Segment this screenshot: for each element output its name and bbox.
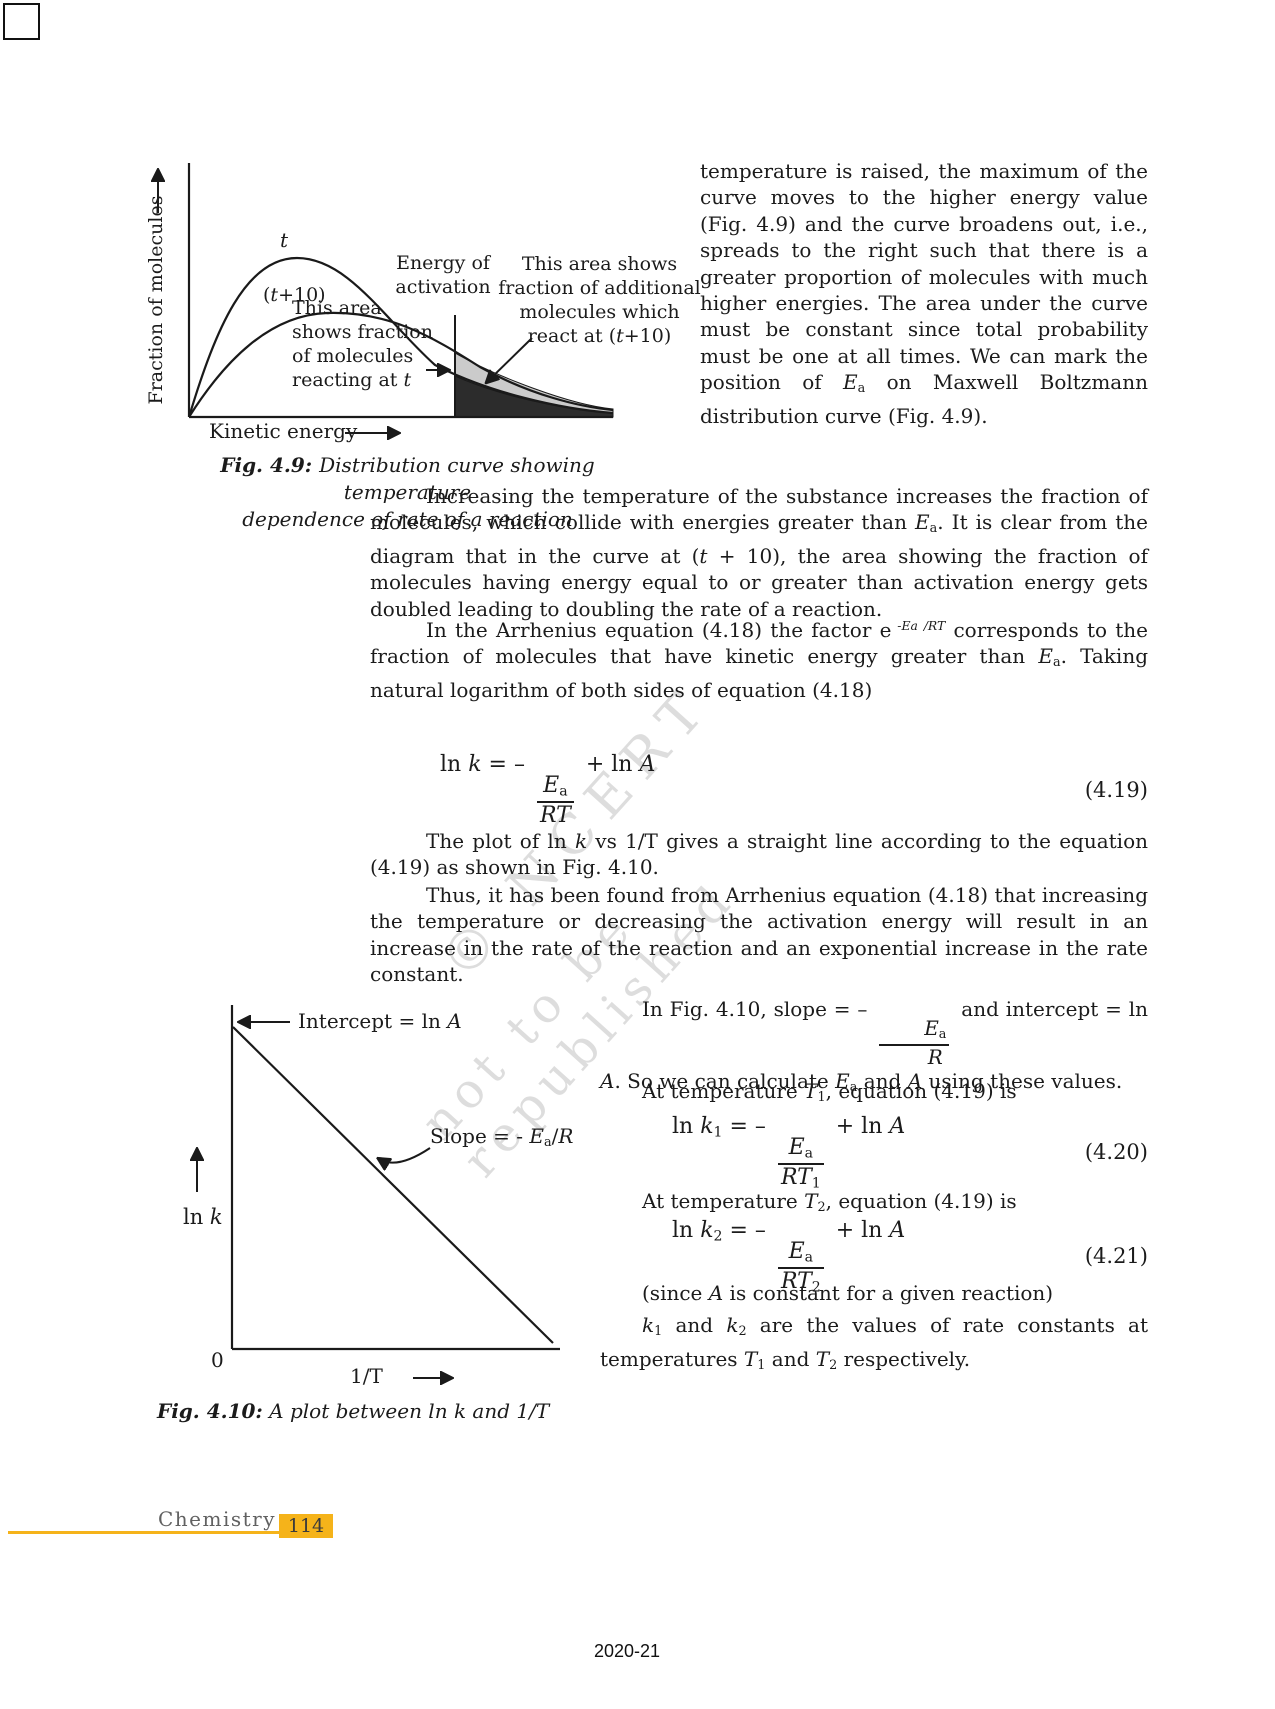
fig49-x-axis-label: Kinetic energy [209,419,358,443]
equation-4-21: ln k2 = – Ea RT2 + ln A [672,1218,906,1296]
paragraph-thus-found: Thus, it has been found from Arrhenius e… [370,883,1148,987]
paragraph-increasing-temperature: Increasing the temperature of the substa… [370,484,1148,621]
equation-4-20: ln k1 = – Ea RT1 + ln A [672,1114,906,1192]
curve-t-plus-10 [188,311,614,418]
fig-4-10-plot [185,1005,560,1395]
curve-t [187,256,614,418]
equation-4-19-number: (4.19) [1084,778,1148,802]
paragraph-a-constant: (since A is constant for a given reactio… [642,1281,1054,1305]
top-right-paragraph: temperature is raised, the maximum of th… [700,159,1148,428]
footer-rule [8,1531,333,1534]
fig-4-9-plot [140,163,614,455]
curve-t-label: t [280,228,289,252]
slope-arrow-icon [379,1147,431,1163]
equation-4-20-number: (4.20) [1084,1140,1148,1164]
paragraph-arrhenius-factor: In the Arrhenius equation (4.18) the fac… [370,617,1149,702]
footer-book-title: Chemistry [158,1507,277,1531]
paragraph-k1-k2-values: k1 and k2 are the values of rate constan… [600,1313,1149,1373]
footer-page-number: 114 [279,1514,333,1538]
fig410-x-axis-label: 1/T [350,1364,383,1388]
year-mark: 2020-21 [594,1641,661,1661]
activation-energy-label: Energy of activation [395,252,491,298]
fig410-y-axis-label: ln k [183,1205,223,1229]
fig49-y-axis-label: Fraction of molecules [145,195,167,405]
corner-registration-box [3,3,40,40]
reacting-area-label: This area shows fraction of molecules re… [292,297,433,391]
lnk-line [232,1026,554,1344]
slope-label: Slope = - Ea/R [430,1124,574,1151]
paragraph-slope-intercept: In Fig. 4.10, slope = – Ea R and intercep… [600,997,1148,1095]
equation-4-19: ln k = – Ea RT + ln A [440,752,656,829]
additional-area-arrow-icon [487,337,533,382]
additional-area-label: This area shows fraction of additional m… [498,253,701,347]
paragraph-plot-straight-line: The plot of ln k vs 1/T gives a straight… [370,829,1148,880]
equation-4-21-number: (4.21) [1084,1244,1148,1268]
intercept-label: Intercept = ln A [298,1009,462,1033]
fig49-caption: Fig. 4.9: Distribution curve showing tem… [220,453,595,531]
origin-label: 0 [211,1348,224,1372]
curve-t10-label: (t+10) [263,284,326,306]
paragraph-at-temperature-t2: At temperature T2, equation (4.19) is [642,1189,1017,1216]
fig410-caption: Fig. 4.10: A plot between ln k and 1/T [157,1399,550,1423]
paragraph-at-temperature-t1: At temperature T1, equation (4.19) is [642,1079,1017,1106]
